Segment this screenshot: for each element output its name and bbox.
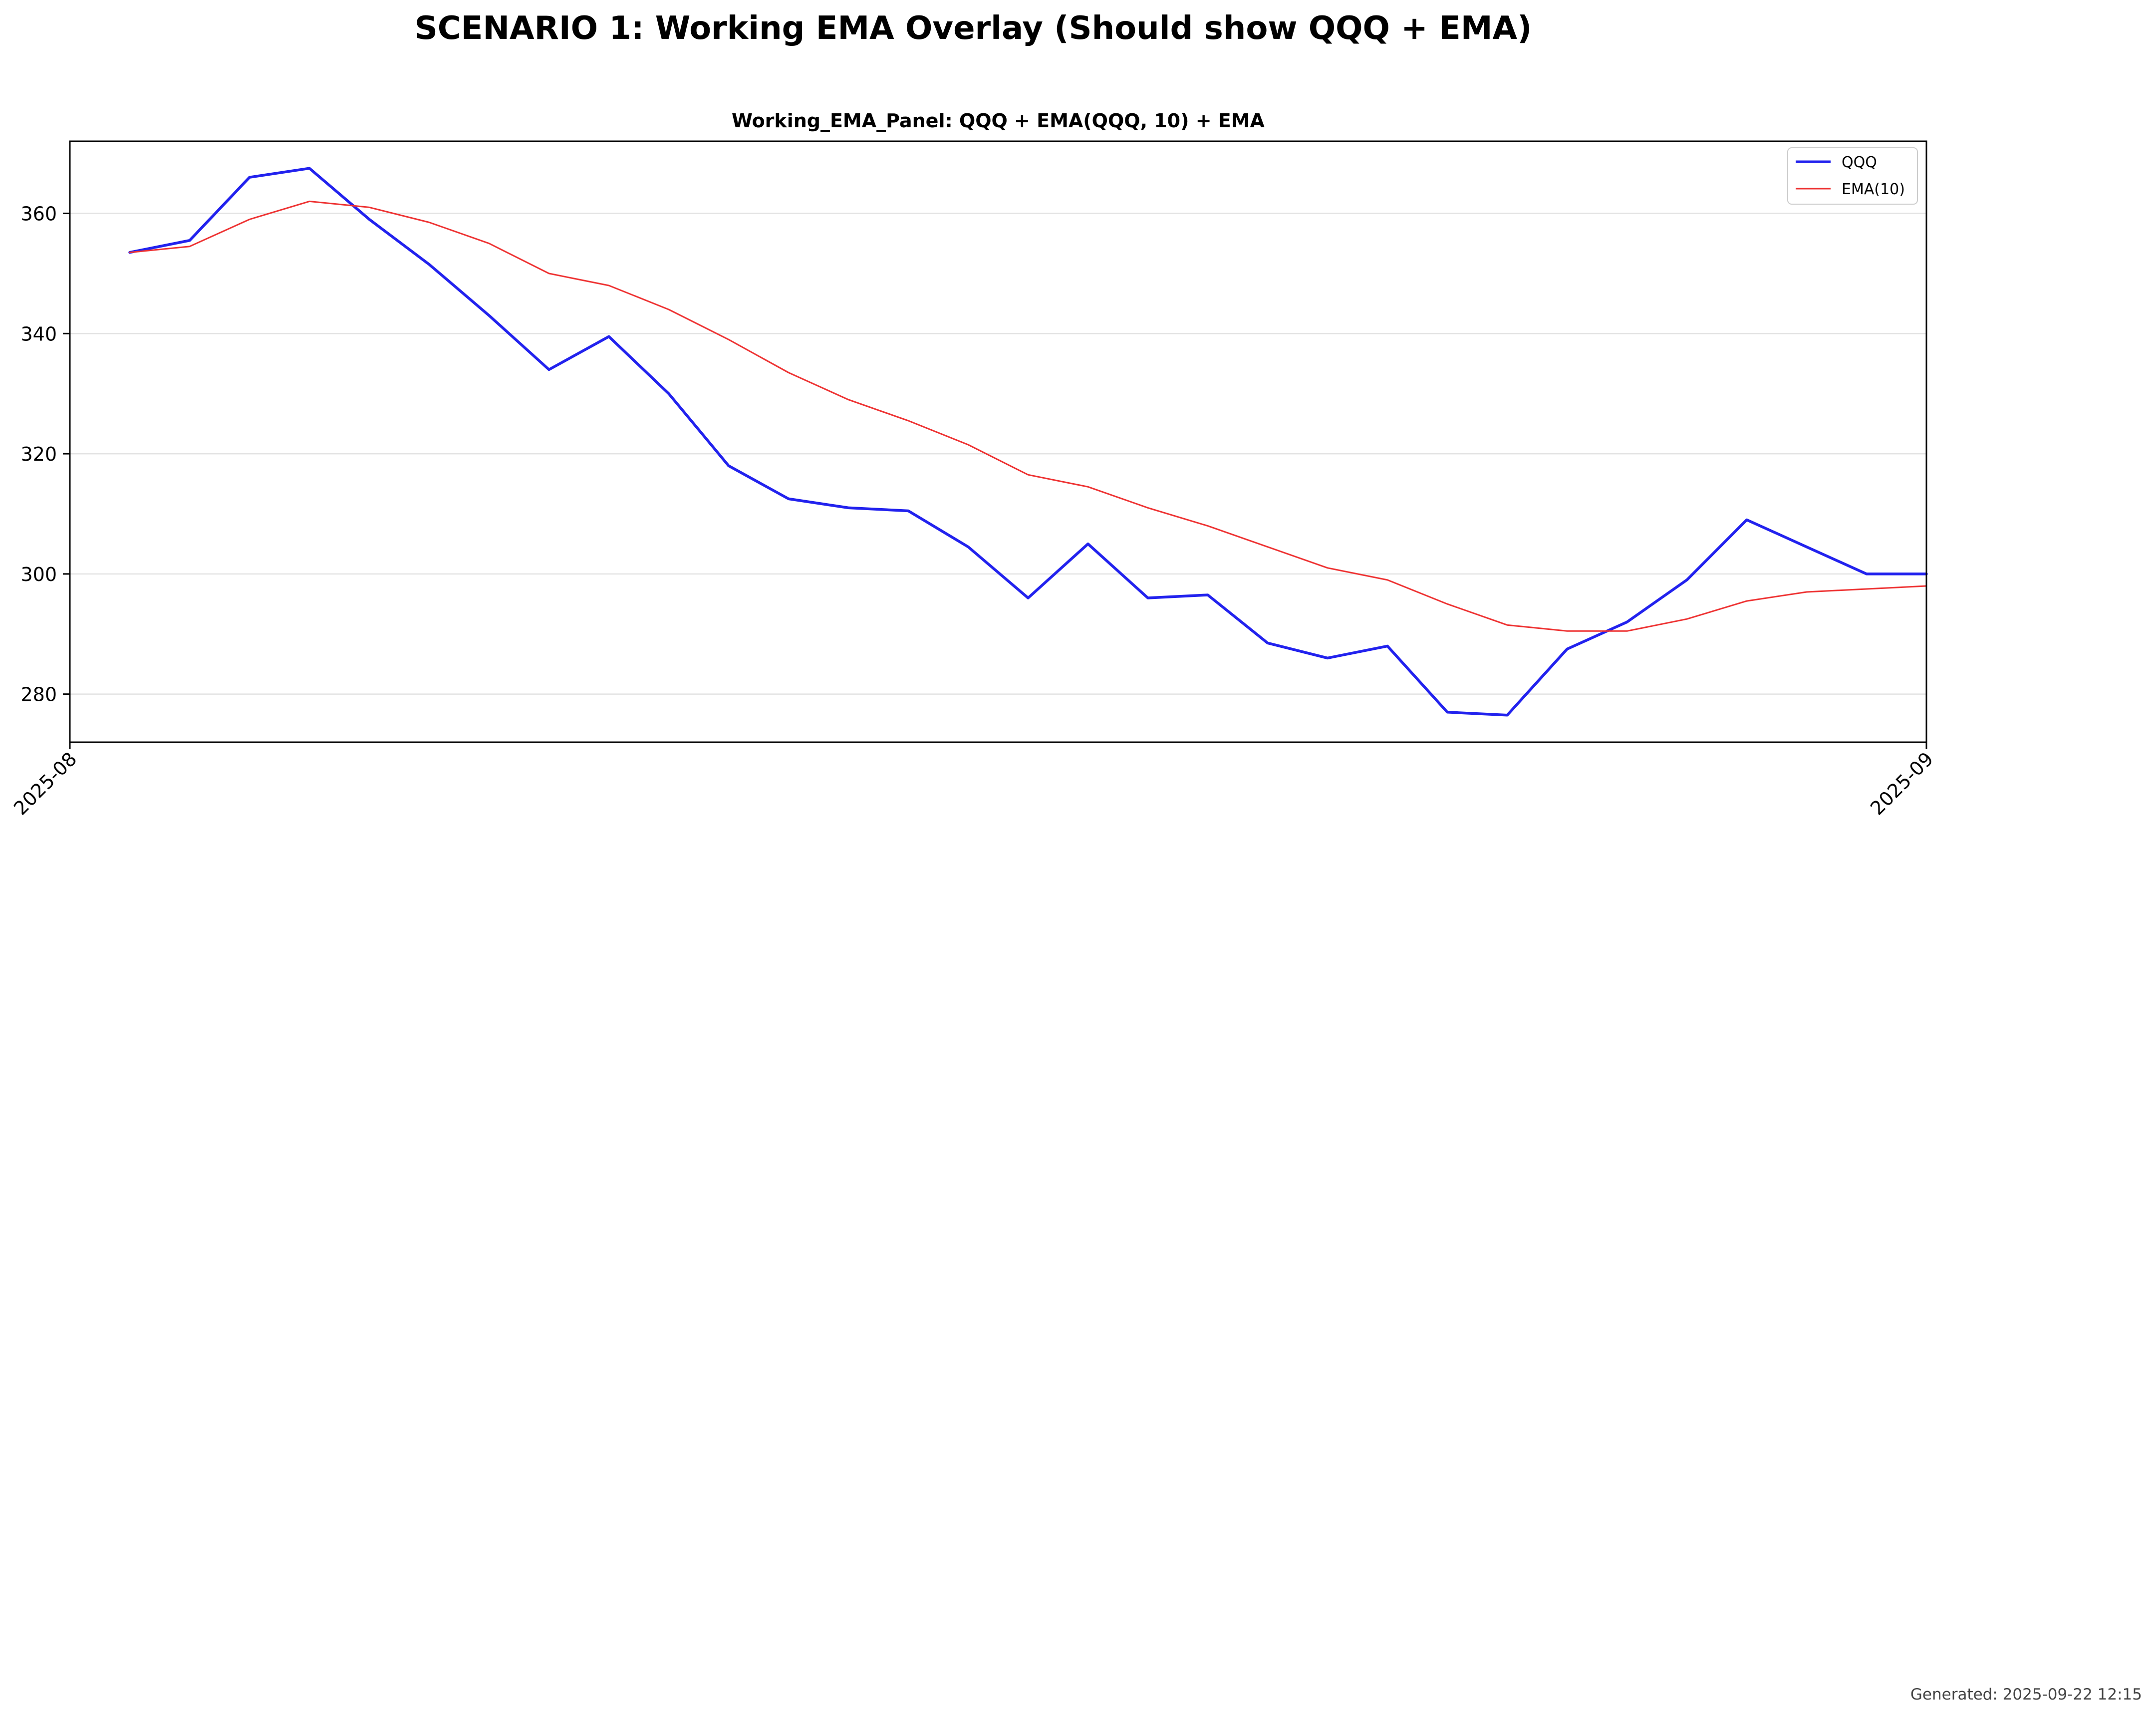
- legend: QQQ EMA(10): [1787, 147, 1918, 205]
- figure-title: SCENARIO 1: Working EMA Overlay (Should …: [415, 10, 1532, 47]
- plot-frame: [69, 140, 1927, 743]
- y-tick-label: 300: [20, 564, 57, 585]
- legend-label-qqq: QQQ: [1842, 154, 1877, 171]
- series-lines: [128, 167, 1928, 717]
- y-tick-label: 340: [20, 323, 57, 345]
- gridlines: [70, 213, 1926, 695]
- series-line-qqq: [128, 167, 1928, 717]
- y-tick-label: 280: [20, 684, 57, 706]
- generated-timestamp: Generated: 2025-09-22 12:15: [1910, 1686, 2142, 1704]
- y-tick-label: 360: [20, 203, 57, 225]
- y-tick-label: 320: [20, 443, 57, 465]
- y-axis: 280 300 320 340 360: [20, 203, 70, 706]
- series-line-ema-10: [129, 200, 1927, 632]
- legend-label-ema: EMA(10): [1842, 181, 1905, 198]
- chart-title: Working_EMA_Panel: QQQ + EMA(QQQ, 10) + …: [732, 110, 1265, 132]
